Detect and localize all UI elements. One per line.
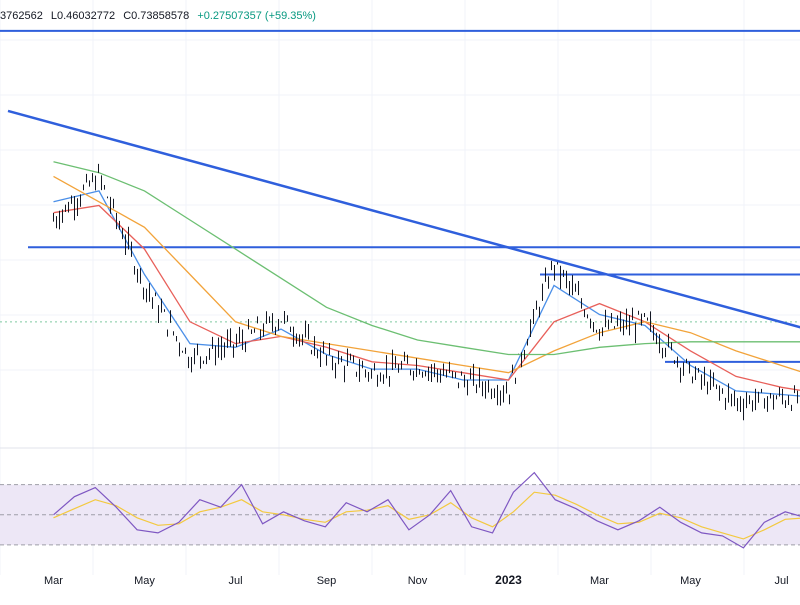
ma-long-line [54, 162, 800, 355]
x-tick-label: Mar [44, 575, 63, 587]
x-tick-label: May [680, 575, 701, 587]
price-bars [54, 164, 800, 420]
x-tick-label: 2023 [495, 573, 522, 587]
x-tick-label: Jul [228, 575, 242, 587]
ohlc-close: C0.73858578 [123, 10, 189, 22]
ma-mid-line [54, 206, 800, 395]
trendlines [8, 111, 800, 340]
ohlc-legend: 3762562 L0.46032772 C0.73858578 +0.27507… [0, 10, 321, 22]
x-tick-label: Sep [317, 575, 337, 587]
rsi-band [0, 485, 800, 545]
x-tick-label: Jul [774, 575, 788, 587]
ohlc-open-fragment: 3762562 [0, 10, 43, 22]
x-axis-ticks: Mar May Jul Sep Nov 2023 Mar May Jul [44, 573, 789, 587]
x-tick-label: Mar [590, 575, 609, 587]
moving-averages [54, 162, 800, 398]
horizontal-levels [0, 31, 800, 362]
ohlc-change: +0.27507357 (+59.35%) [197, 10, 316, 22]
ohlc-low: L0.46032772 [51, 10, 115, 22]
trendline-descending [8, 111, 800, 340]
x-tick-label: May [134, 575, 155, 587]
x-tick-label: Nov [408, 575, 428, 587]
